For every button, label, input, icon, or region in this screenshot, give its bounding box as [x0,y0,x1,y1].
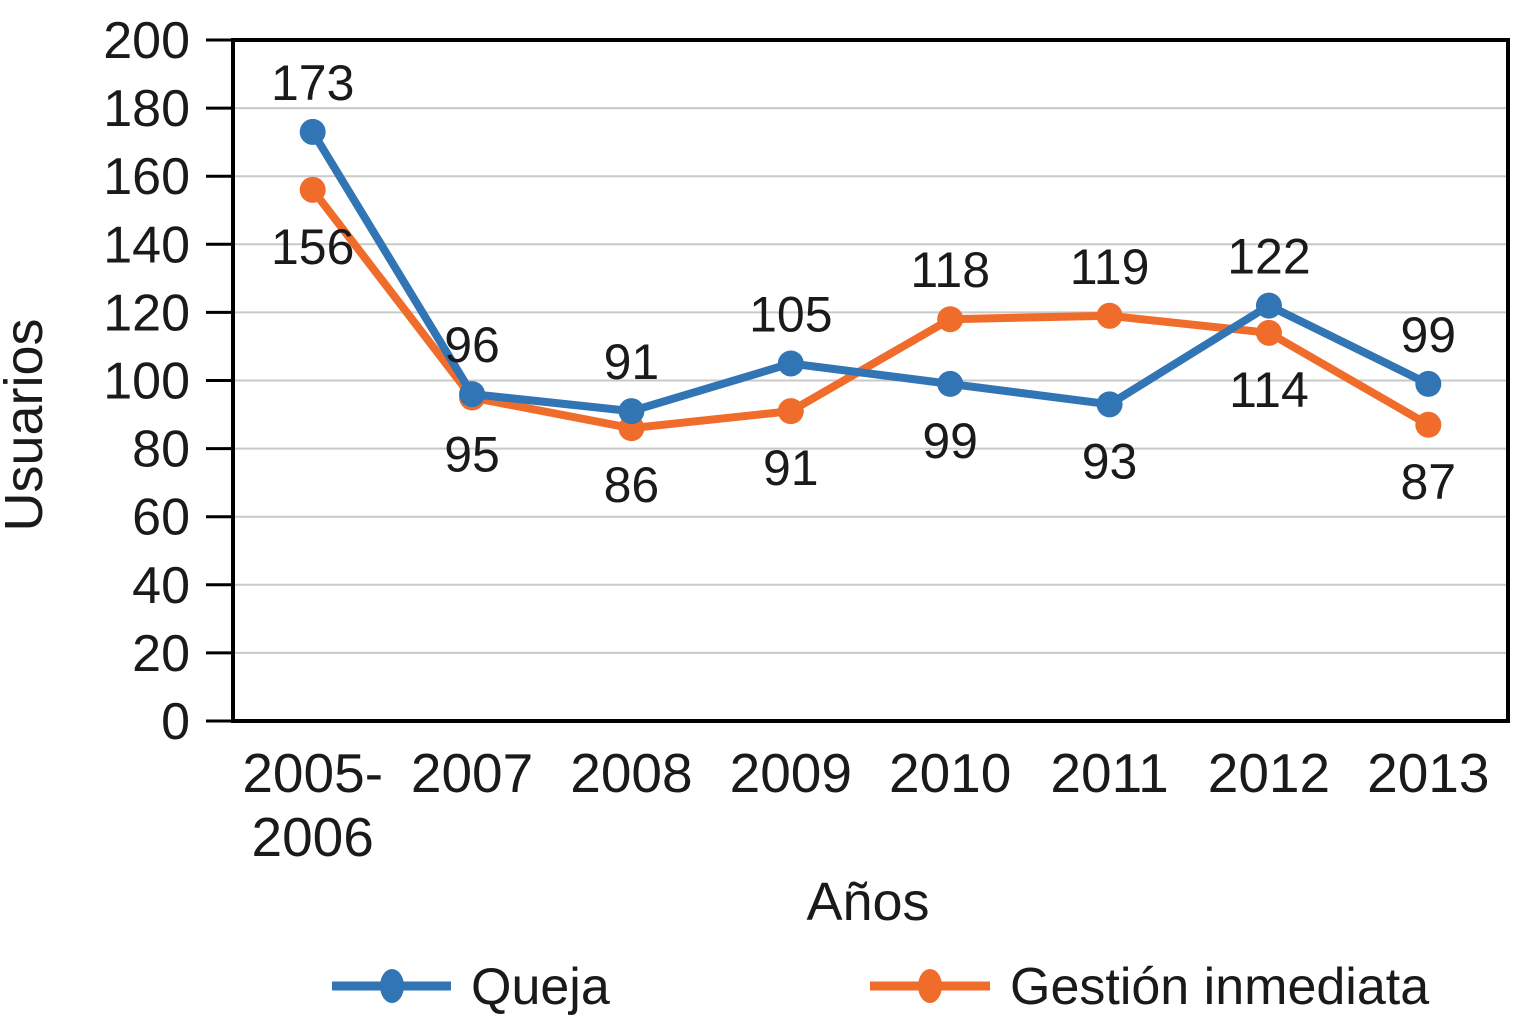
data-point-queja-2009 [777,350,804,377]
data-labels: 173 156 96 95 91 86 105 91 99 118 93 119 122 114 99 87 [271,55,1456,513]
data-label: 114 [1229,362,1309,418]
x-tick-label: 2005- [242,742,383,804]
legend-dot-icon [380,969,404,1003]
data-label: 105 [749,286,832,342]
legend: Queja Gestión inmediata [332,958,1429,1016]
legend-label-gestion-inmediata: Gestión inmediata [1010,958,1429,1016]
series-lines [299,118,1442,442]
data-label: 86 [604,457,660,513]
data-label: 91 [604,334,660,390]
x-tick-label: 2007 [411,742,533,804]
series-line-queja [308,127,1433,416]
data-label: 96 [444,317,500,373]
x-tick-label: 2012 [1208,742,1330,804]
y-tick-label: 200 [103,12,190,70]
data-label: 99 [1401,307,1457,363]
data-point-gestion-inmediata-2005-2006 [299,176,326,203]
data-label: 156 [271,219,354,275]
y-tick-label: 100 [103,353,190,411]
gridlines [233,107,1508,654]
y-tick-label: 180 [103,80,190,138]
x-axis-title: Años [806,872,929,932]
legend-label-queja: Queja [471,958,610,1016]
y-tick-label: 60 [132,489,190,547]
y-tick-label: 0 [161,693,190,751]
data-label: 87 [1401,454,1457,510]
data-point-gestion-inmediata-2010 [937,306,964,333]
data-point-gestion-inmediata-2009 [777,398,804,425]
data-point-queja-2011 [1096,391,1123,418]
y-tick-label: 20 [132,625,190,683]
data-label: 122 [1227,229,1310,285]
x-tick-label: 2009 [730,742,852,804]
data-label: 95 [444,427,500,483]
x-axis-labels: 2005-2006 2007 2008 2009 2010 2011 2012 2013 [242,742,1489,868]
data-point-queja-2012 [1255,292,1282,319]
data-label: 99 [922,413,978,469]
series-line-gestion-inmediata [308,185,1433,433]
legend-item-gestion-inmediata: Gestión inmediata [870,958,1429,1016]
data-point-gestion-inmediata-2012 [1255,319,1282,346]
y-tick-label: 160 [103,148,190,206]
data-label: 173 [271,55,354,111]
data-point-queja-2013 [1415,370,1442,397]
y-axis-title: Usuarios [0,318,54,531]
legend-dot-icon [918,969,942,1003]
data-label: 93 [1082,433,1138,489]
data-point-queja-2005-2006 [299,118,326,145]
y-tick-label: 80 [132,421,190,479]
data-point-gestion-inmediata-2011 [1096,302,1123,329]
x-tick-label: 2013 [1367,742,1489,804]
data-point-queja-2007 [459,381,486,408]
x-tick-label: 2011 [1050,742,1168,804]
data-point-queja-2008 [618,398,645,425]
x-tick-label: 2006 [252,806,374,868]
legend-item-queja: Queja [332,958,610,1016]
y-axis: 0 20 40 60 80 100 120 140 160 180 200 [103,12,233,751]
plot-border [231,38,1510,723]
data-label: 91 [763,440,819,496]
data-label: 118 [910,242,990,298]
data-point-queja-2010 [937,370,964,397]
x-tick-label: 2010 [889,742,1011,804]
y-tick-label: 40 [132,557,190,615]
data-label: 119 [1070,239,1150,295]
y-tick-label: 120 [103,284,190,342]
data-point-gestion-inmediata-2013 [1415,411,1442,438]
x-tick-label: 2008 [570,742,692,804]
y-tick-label: 140 [103,216,190,274]
